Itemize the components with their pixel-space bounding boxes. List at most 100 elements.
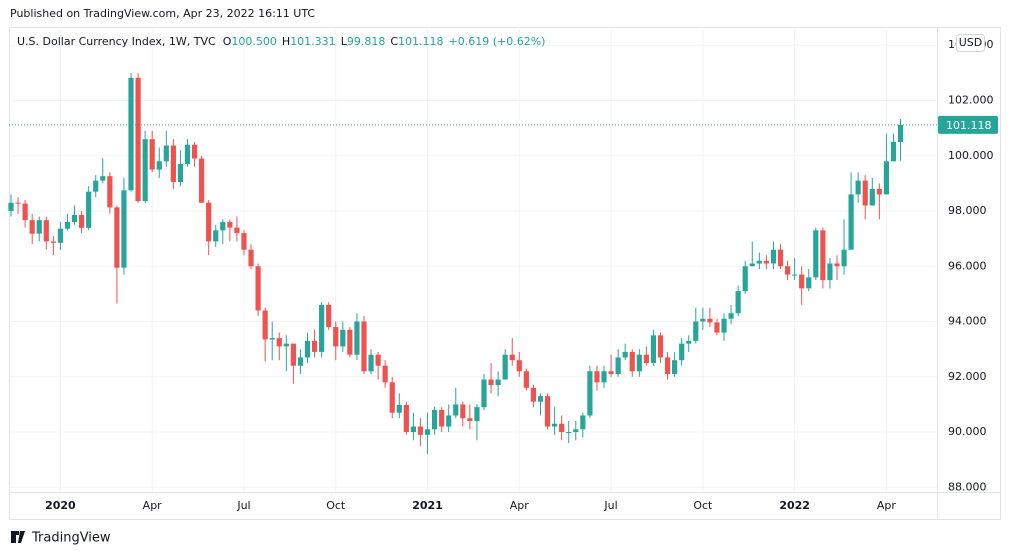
candle-body [283, 343, 289, 347]
y-tick-label: 90.000 [948, 425, 987, 438]
candle-body [551, 423, 558, 427]
candle-body [530, 387, 537, 402]
candle-body [615, 357, 621, 375]
candle-body [163, 145, 169, 162]
legend-key: C [390, 35, 398, 48]
x-tick-label: Jul [236, 499, 250, 512]
candle-body [78, 214, 85, 228]
candle-body [763, 260, 769, 264]
candle-body [657, 335, 664, 358]
candle-body [206, 202, 212, 242]
candle-body [431, 409, 438, 430]
candle-body [679, 343, 685, 361]
candle-body [869, 188, 875, 206]
candle-body [742, 266, 748, 292]
candle-body [876, 188, 882, 195]
candle-body [897, 124, 904, 142]
legend-value: 99.818 [347, 35, 386, 48]
candle-body [410, 426, 417, 433]
candle-body [149, 139, 155, 170]
candle-body [276, 338, 282, 347]
candle-body [707, 318, 713, 323]
candle-body [792, 274, 798, 276]
candle-body [269, 338, 275, 340]
candle-body [297, 357, 304, 366]
y-tick-label: 96.000 [948, 259, 987, 272]
candle-body [439, 409, 445, 427]
candle-body [128, 77, 134, 191]
y-tick-label: 88.000 [948, 480, 987, 493]
candle-body [537, 396, 544, 402]
x-tick-label: 2020 [45, 499, 76, 512]
legend-value: 101.331 [290, 35, 336, 48]
candle-body [664, 357, 671, 375]
candle-body [213, 230, 219, 242]
candle-body [714, 322, 720, 333]
candle-body [241, 233, 247, 250]
candle-body [142, 139, 148, 202]
candle-body [326, 304, 332, 328]
candle-body [806, 277, 812, 289]
x-tick-label: 2022 [779, 499, 810, 512]
candle-body [311, 340, 318, 352]
candle-body [672, 360, 678, 375]
candle-body [784, 266, 791, 275]
candle-body [304, 340, 311, 358]
logo-text: TradingView [31, 531, 111, 546]
candle-body [347, 329, 353, 355]
candle-body [883, 161, 890, 195]
x-tick-label: 2021 [412, 499, 443, 512]
candle-body [516, 360, 522, 372]
y-tick-label: 102.000 [948, 93, 994, 106]
logo-icon [11, 531, 25, 543]
candle-body [135, 77, 141, 202]
candle-body [29, 220, 35, 234]
candle-body [799, 274, 805, 289]
candle-body [234, 227, 240, 234]
candle-body [721, 318, 727, 333]
candle-body [580, 415, 586, 430]
legend-key: H [282, 35, 290, 48]
legend-change: +0.619 (+0.62%) [449, 35, 546, 48]
y-tick-label: 92.000 [948, 370, 987, 383]
candle-body [629, 351, 635, 372]
candle-body [50, 241, 56, 243]
candle-body [177, 164, 184, 182]
legend-value: 100.500 [231, 35, 277, 48]
candle-body [848, 194, 854, 250]
candle-body [636, 354, 642, 372]
legend-key: O [223, 35, 232, 48]
candle-body [608, 371, 614, 375]
x-tick-label: Oct [693, 499, 713, 512]
x-tick-label: Apr [510, 499, 530, 512]
candle-body [8, 202, 14, 212]
y-tick-label: 98.000 [948, 204, 987, 217]
candle-body [453, 404, 459, 416]
last-price-tag [938, 115, 998, 134]
candle-body [467, 418, 473, 421]
candle-body [57, 228, 64, 243]
x-tick-label: Oct [326, 499, 346, 512]
candle-body [650, 335, 657, 363]
candle-body [389, 382, 395, 413]
candle-body [749, 263, 755, 267]
chart-title: U.S. Dollar Currency Index, 1W, TVC [17, 35, 216, 48]
candle-body [573, 429, 579, 433]
candle-body [262, 310, 268, 340]
candle-body [566, 432, 572, 434]
candle-body [424, 429, 431, 435]
candle-body [121, 190, 127, 268]
candle-body [756, 260, 762, 264]
candle-body [700, 318, 706, 322]
candle-body [184, 144, 191, 165]
candle-body [834, 263, 840, 267]
candle-body [728, 313, 734, 319]
legend-key: L [341, 35, 348, 48]
candle-body [227, 222, 233, 228]
candle-body [559, 423, 565, 433]
candle-body [509, 354, 515, 361]
chart-frame [9, 27, 1001, 520]
candle-body [22, 203, 28, 221]
